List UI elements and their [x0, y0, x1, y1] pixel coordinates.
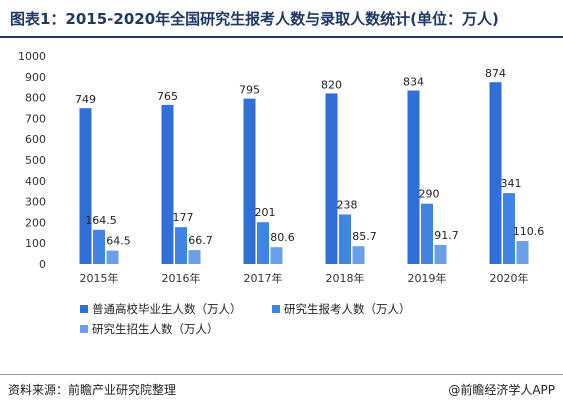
- bar-series2-4: [339, 214, 351, 264]
- data-label-series3-1: 64.5: [106, 235, 131, 248]
- data-label-series1-5: 834: [403, 76, 424, 89]
- y-tick-label: 1000: [18, 50, 46, 63]
- bar-series1-3: [243, 98, 256, 264]
- bar-chart: 0 100 200 300 400 500 600 700 800 900 1000 749 164.…: [18, 50, 544, 336]
- y-tick-label: 200: [25, 216, 46, 229]
- data-label-series2-6: 341: [501, 177, 522, 190]
- data-label-series3-6: 110.6: [513, 225, 545, 238]
- bar-series2-5: [421, 203, 433, 264]
- data-label-series3-5: 91.7: [434, 229, 459, 242]
- legend-swatch: [272, 305, 280, 313]
- bar-series2-1: [93, 229, 105, 264]
- y-tick-label: 500: [25, 154, 46, 167]
- legend: 普通高校毕业生人数（万人） 研究生报考人数（万人） 研究生招生人数（万人）: [80, 302, 411, 336]
- x-tick-label: 2017年: [244, 271, 283, 285]
- data-label-series3-2: 66.7: [188, 234, 213, 247]
- bar-series3-6: [516, 240, 529, 264]
- y-tick-label: 700: [25, 112, 46, 125]
- legend-label: 研究生报考人数（万人）: [284, 302, 411, 316]
- y-tick-label: 400: [25, 175, 46, 188]
- data-label-series1-6: 874: [485, 67, 506, 80]
- y-tick-label: 900: [25, 71, 46, 84]
- data-label-series2-4: 238: [337, 198, 358, 211]
- legend-label: 研究生招生人数（万人）: [92, 322, 219, 336]
- data-label-series3-3: 80.6: [270, 231, 295, 244]
- y-tick-label: 0: [39, 258, 46, 271]
- data-labels: 749 164.5 64.5 765 177 66.7 795 201 80.6 820 238 85…: [75, 67, 544, 247]
- bar-series3-2: [188, 250, 201, 264]
- data-label-series1-1: 749: [75, 93, 96, 106]
- footer-divider: [0, 374, 563, 375]
- y-tick-label: 800: [25, 92, 46, 105]
- y-axis: 0 100 200 300 400 500 600 700 800 900 1000: [18, 50, 46, 271]
- data-label-series2-1: 164.5: [85, 214, 117, 227]
- bars: [79, 82, 529, 264]
- bar-series3-5: [434, 244, 447, 264]
- brand-credit: @前瞻经济学人APP: [448, 383, 555, 397]
- x-axis: 2015年 2016年 2017年 2018年 2019年 2020年: [80, 271, 529, 285]
- chart-title: 图表1：2015-2020年全国研究生报考人数与录取人数统计(单位：万人): [10, 10, 499, 28]
- source-note: 资料来源：前瞻产业研究院整理: [8, 383, 177, 397]
- x-tick-label: 2015年: [80, 271, 119, 285]
- data-label-series3-4: 85.7: [352, 230, 377, 243]
- bar-series1-2: [161, 104, 174, 264]
- x-tick-label: 2020年: [490, 271, 529, 285]
- data-label-series2-5: 290: [419, 188, 440, 201]
- bar-series1-5: [407, 90, 420, 264]
- data-label-series1-2: 765: [157, 90, 178, 103]
- y-tick-label: 100: [25, 237, 46, 250]
- y-tick-label: 600: [25, 133, 46, 146]
- bar-series3-3: [270, 247, 283, 264]
- legend-label: 普通高校毕业生人数（万人）: [92, 302, 242, 316]
- bar-series1-4: [325, 93, 338, 264]
- bar-series1-6: [489, 82, 502, 264]
- data-label-series1-4: 820: [321, 78, 342, 91]
- bar-series3-1: [106, 250, 119, 264]
- legend-swatch: [80, 305, 88, 313]
- bar-series2-2: [175, 227, 187, 264]
- bar-series2-3: [257, 222, 269, 264]
- x-tick-label: 2019年: [408, 271, 447, 285]
- bar-series3-4: [352, 246, 365, 264]
- x-tick-label: 2018年: [326, 271, 365, 285]
- x-tick-label: 2016年: [162, 271, 201, 285]
- bar-series1-1: [79, 108, 92, 264]
- data-label-series2-3: 201: [255, 206, 276, 219]
- data-label-series2-2: 177: [173, 211, 194, 224]
- title-divider: [0, 36, 563, 38]
- legend-swatch: [80, 325, 88, 333]
- y-tick-label: 300: [25, 196, 46, 209]
- data-label-series1-3: 795: [239, 84, 260, 97]
- bar-series2-6: [503, 193, 515, 264]
